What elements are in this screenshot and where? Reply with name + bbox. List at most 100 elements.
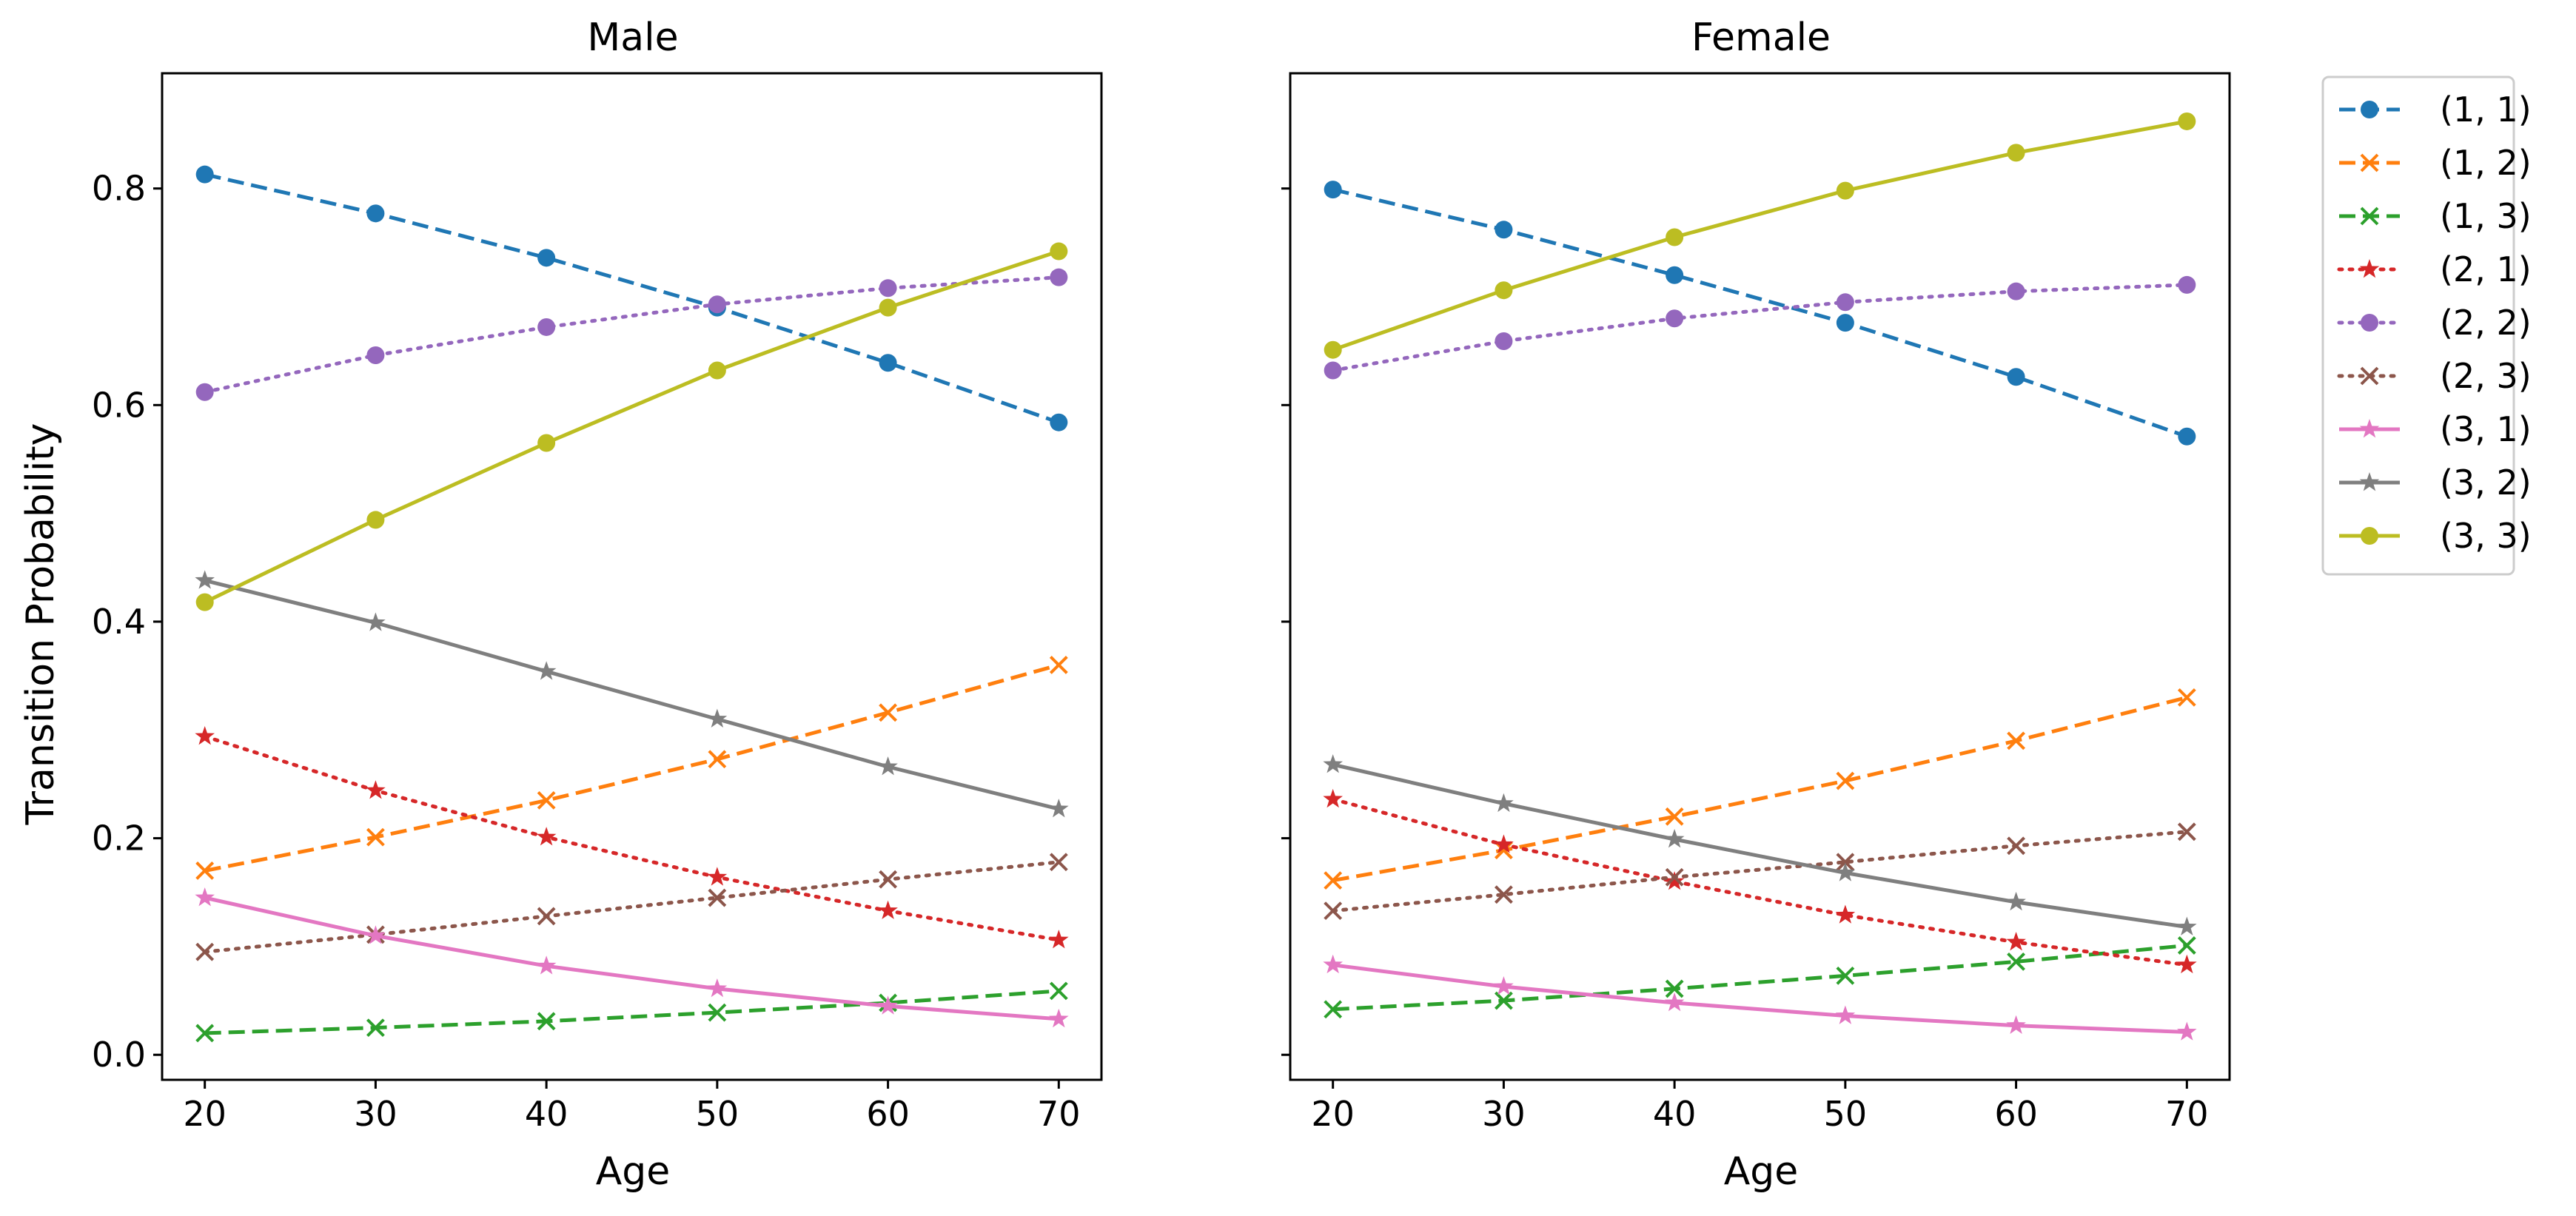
data-point	[2007, 368, 2025, 386]
series-1-3	[195, 981, 1068, 1043]
data-point	[1665, 867, 1684, 887]
data-point	[195, 861, 215, 880]
data-point	[1494, 793, 1514, 813]
legend-entry: (3, 2)	[2339, 463, 2532, 503]
data-point	[1665, 807, 1684, 826]
x-tick-label: 30	[354, 1094, 398, 1134]
legend-entry: (1, 3)	[2339, 196, 2532, 236]
data-point	[707, 867, 728, 886]
data-point	[366, 827, 385, 847]
data-point	[1050, 242, 1068, 261]
legend-label: (2, 3)	[2440, 356, 2532, 396]
x-tick-label: 20	[1311, 1094, 1355, 1134]
panel-title: Female	[1691, 16, 1831, 60]
data-point	[536, 955, 557, 975]
data-point	[879, 703, 898, 722]
series-line	[1332, 695, 2187, 883]
y-tick-label: 0.6	[92, 385, 146, 425]
y-axis-label: Transition Probability	[19, 423, 63, 826]
data-point	[879, 279, 897, 298]
series-3-1	[195, 887, 1069, 1028]
data-point	[1664, 992, 1685, 1012]
series-line	[203, 275, 1061, 394]
data-point	[1836, 181, 1854, 200]
series-line	[1332, 119, 2187, 352]
legend-marker	[2359, 472, 2380, 491]
data-point	[366, 612, 386, 631]
x-tick-label: 60	[1994, 1094, 2038, 1134]
data-point	[1323, 788, 1343, 808]
series-line	[1331, 797, 2189, 967]
x-tick-label: 50	[1824, 1094, 1868, 1134]
data-point	[195, 593, 214, 611]
data-point	[537, 249, 556, 267]
x-tick-label: 70	[2165, 1094, 2209, 1134]
data-point	[1495, 281, 1513, 300]
data-point	[2007, 952, 2026, 971]
data-point	[2007, 836, 2026, 856]
data-point	[1495, 332, 1513, 350]
series-line	[204, 989, 1059, 1035]
data-point	[366, 204, 385, 223]
series-2-2	[1324, 275, 2196, 380]
data-point	[879, 298, 897, 317]
data-point	[2007, 282, 2025, 300]
data-point	[195, 887, 215, 907]
series-2-1	[1323, 788, 2197, 974]
data-point	[1323, 754, 1343, 773]
data-point	[2178, 427, 2196, 446]
data-point	[1049, 656, 1068, 674]
legend-entry: (1, 1)	[2339, 90, 2532, 130]
legend-marker	[2361, 101, 2378, 118]
series-2-2	[195, 268, 1068, 401]
data-point	[537, 907, 556, 926]
data-point	[195, 165, 214, 184]
legend-marker	[2360, 206, 2379, 226]
legend-marker	[2359, 259, 2380, 278]
series-line	[1332, 963, 2187, 1034]
data-point	[1664, 871, 1685, 890]
series-line	[203, 734, 1061, 942]
legend-entry: (2, 3)	[2337, 356, 2532, 396]
data-point	[1324, 340, 1342, 359]
data-point	[1835, 862, 1856, 881]
series-line	[204, 249, 1060, 604]
data-point	[1836, 771, 1855, 790]
series-3-1	[1323, 954, 2197, 1041]
data-point	[2007, 144, 2025, 162]
legend-label: (2, 1)	[2440, 249, 2532, 289]
data-point	[195, 570, 215, 589]
data-point	[195, 942, 215, 961]
data-point	[1324, 871, 1343, 890]
x-tick-label: 20	[183, 1094, 227, 1134]
data-point	[1666, 309, 1684, 328]
x-tick-label: 40	[525, 1094, 568, 1134]
x-tick-label: 40	[1653, 1094, 1697, 1134]
series-1-3	[1324, 936, 2196, 1019]
y-tick-label: 0.4	[92, 602, 146, 642]
series-1-1	[195, 165, 1068, 431]
axes-frame	[161, 72, 1103, 1081]
x-tick-label: 60	[866, 1094, 910, 1134]
legend-marker	[2359, 419, 2380, 438]
panel-title: Male	[587, 16, 678, 60]
series-line	[1332, 762, 2187, 929]
data-point	[1494, 885, 1513, 904]
x-axis-label: Age	[596, 1149, 671, 1194]
data-point	[878, 900, 898, 919]
series-line	[203, 860, 1061, 954]
data-point	[195, 383, 214, 401]
data-point	[1836, 966, 1855, 985]
x-axis-label: Age	[1724, 1149, 1799, 1194]
series-line	[204, 663, 1059, 873]
data-point	[1323, 954, 1343, 974]
data-point	[1049, 981, 1068, 1001]
data-point	[195, 1024, 215, 1043]
legend: (1, 1) (1, 2) (1, 3) (2, 1) (2, 2) (2, 3) (3, …	[2321, 75, 2532, 576]
data-point	[537, 434, 556, 452]
series-line	[1331, 283, 2189, 372]
data-point	[1049, 930, 1069, 949]
data-point	[2006, 932, 2026, 951]
data-point	[195, 726, 215, 745]
